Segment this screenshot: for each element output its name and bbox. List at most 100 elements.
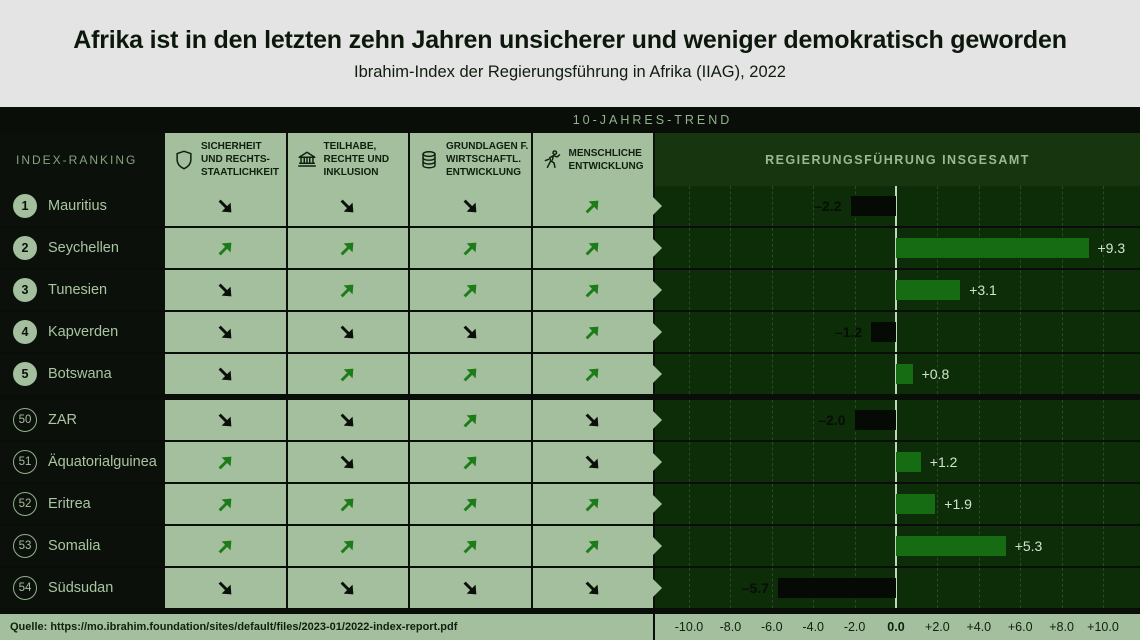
gridline — [730, 228, 732, 268]
trend-up-arrow — [340, 284, 354, 297]
runner-icon — [541, 149, 563, 171]
table-row: 4 Kapverden –1.2 — [0, 312, 1140, 352]
index-ranking-header: INDEX-RANKING — [0, 133, 165, 186]
bar-chart-cell: +1.2 — [655, 442, 1140, 482]
trend-up-arrow — [463, 284, 477, 297]
gridline — [1061, 186, 1063, 226]
column-header-row: INDEX-RANKING SICHERHEIT UND RECHTS- STA… — [0, 133, 1140, 186]
country-name: Seychellen — [48, 240, 119, 256]
category-economy: GRUNDLAGEN F. WIRTSCHAFTL. ENTWICKLUNG — [410, 133, 533, 186]
bar-value: +9.3 — [1097, 240, 1126, 256]
gridline — [771, 442, 773, 482]
bar-value: +3.1 — [969, 282, 997, 298]
gridline — [937, 442, 939, 482]
trend-cell — [165, 186, 288, 226]
trend-down-arrow — [340, 455, 354, 468]
trend-cell — [532, 526, 662, 566]
trend-cell — [287, 270, 410, 310]
trend-cell — [287, 526, 410, 566]
axis-tick: +6.0 — [1007, 620, 1033, 634]
trend-cell — [410, 312, 533, 352]
trend-cell — [410, 354, 533, 394]
gridline — [813, 228, 815, 268]
country-name: Somalia — [48, 538, 101, 554]
bank-icon — [296, 149, 318, 171]
rank-cell: 5 Botswana — [0, 354, 165, 394]
axis-tick: +10.0 — [1087, 620, 1119, 634]
category-label: MENSCHLICHE ENTWICKLUNG — [568, 147, 644, 172]
trend-up-arrow — [585, 242, 599, 255]
gridline — [771, 484, 773, 524]
trend-down-arrow — [585, 581, 599, 594]
gridline — [730, 484, 732, 524]
zero-line — [895, 400, 897, 440]
country-name: Südsudan — [48, 580, 114, 596]
trend-cell — [532, 312, 662, 352]
trend-cell — [532, 442, 662, 482]
trend-cell — [165, 354, 288, 394]
bar-chart-cell: +5.3 — [655, 526, 1140, 566]
overall-governance-header: REGIERUNGSFÜHRUNG INSGESAMT — [655, 133, 1140, 186]
trend-cell — [287, 484, 410, 524]
table-row: 2 Seychellen +9.3 — [0, 228, 1140, 268]
trend-cell — [532, 270, 662, 310]
zero-line — [895, 186, 897, 226]
zero-line — [895, 312, 897, 352]
category-human: MENSCHLICHE ENTWICKLUNG — [532, 133, 655, 186]
trend-cell — [165, 312, 288, 352]
rank-badge: 2 — [13, 236, 37, 260]
trend-up-arrow — [585, 284, 599, 297]
gridline — [771, 526, 773, 566]
gridline — [978, 312, 980, 352]
trend-down-arrow — [340, 413, 354, 426]
gridline — [1020, 442, 1022, 482]
country-name: Tunesien — [48, 282, 108, 298]
rank-cell: 2 Seychellen — [0, 228, 165, 268]
bar — [854, 410, 896, 430]
database-icon — [418, 149, 440, 171]
category-label: GRUNDLAGEN F. WIRTSCHAFTL. ENTWICKLUNG — [446, 141, 529, 178]
overall-governance-label: REGIERUNGSFÜHRUNG INSGESAMT — [765, 152, 1030, 167]
bar — [896, 452, 921, 472]
trend-cell — [287, 312, 410, 352]
gridline — [689, 228, 690, 268]
gridline — [813, 270, 815, 310]
trend-up-arrow — [463, 368, 477, 381]
gridline — [813, 312, 815, 352]
header: Afrika ist in den letzten zehn Jahren un… — [0, 0, 1140, 107]
trend-cell — [165, 400, 288, 440]
country-name: Botswana — [48, 366, 112, 382]
bar — [896, 536, 1006, 556]
trend-cell — [287, 354, 410, 394]
trend-up-arrow — [218, 242, 232, 255]
bar-value: +0.8 — [921, 366, 950, 382]
gridline — [771, 568, 773, 608]
source-text: Quelle: https://mo.ibrahim.foundation/si… — [10, 621, 458, 633]
trend-down-arrow — [218, 581, 232, 594]
bar-value: –2.0 — [818, 412, 846, 428]
gridline — [1103, 228, 1104, 268]
axis-tick: -4.0 — [802, 620, 824, 634]
trend-up-arrow — [218, 498, 232, 511]
axis-tick: +2.0 — [925, 620, 950, 634]
bar — [896, 364, 913, 384]
bar-value: –5.7 — [741, 580, 769, 596]
gridline — [689, 186, 690, 226]
gridline — [978, 270, 980, 310]
gridline — [689, 312, 690, 352]
trend-cell — [410, 186, 533, 226]
gridline — [978, 354, 980, 394]
trend-cell — [287, 568, 410, 608]
bar-chart-cell: –2.0 — [655, 400, 1140, 440]
gridline — [854, 312, 856, 352]
bar-chart-cell: +0.8 — [655, 354, 1140, 394]
gridline — [813, 526, 815, 566]
trend-up-arrow — [585, 200, 599, 213]
gridline — [813, 484, 815, 524]
bar — [896, 280, 961, 300]
bar-value: –2.2 — [814, 198, 842, 214]
trend-cell — [410, 442, 533, 482]
bar-value: +1.9 — [944, 496, 972, 512]
trend-up-arrow — [463, 498, 477, 511]
bar-chart-cell: –5.7 — [655, 568, 1140, 608]
